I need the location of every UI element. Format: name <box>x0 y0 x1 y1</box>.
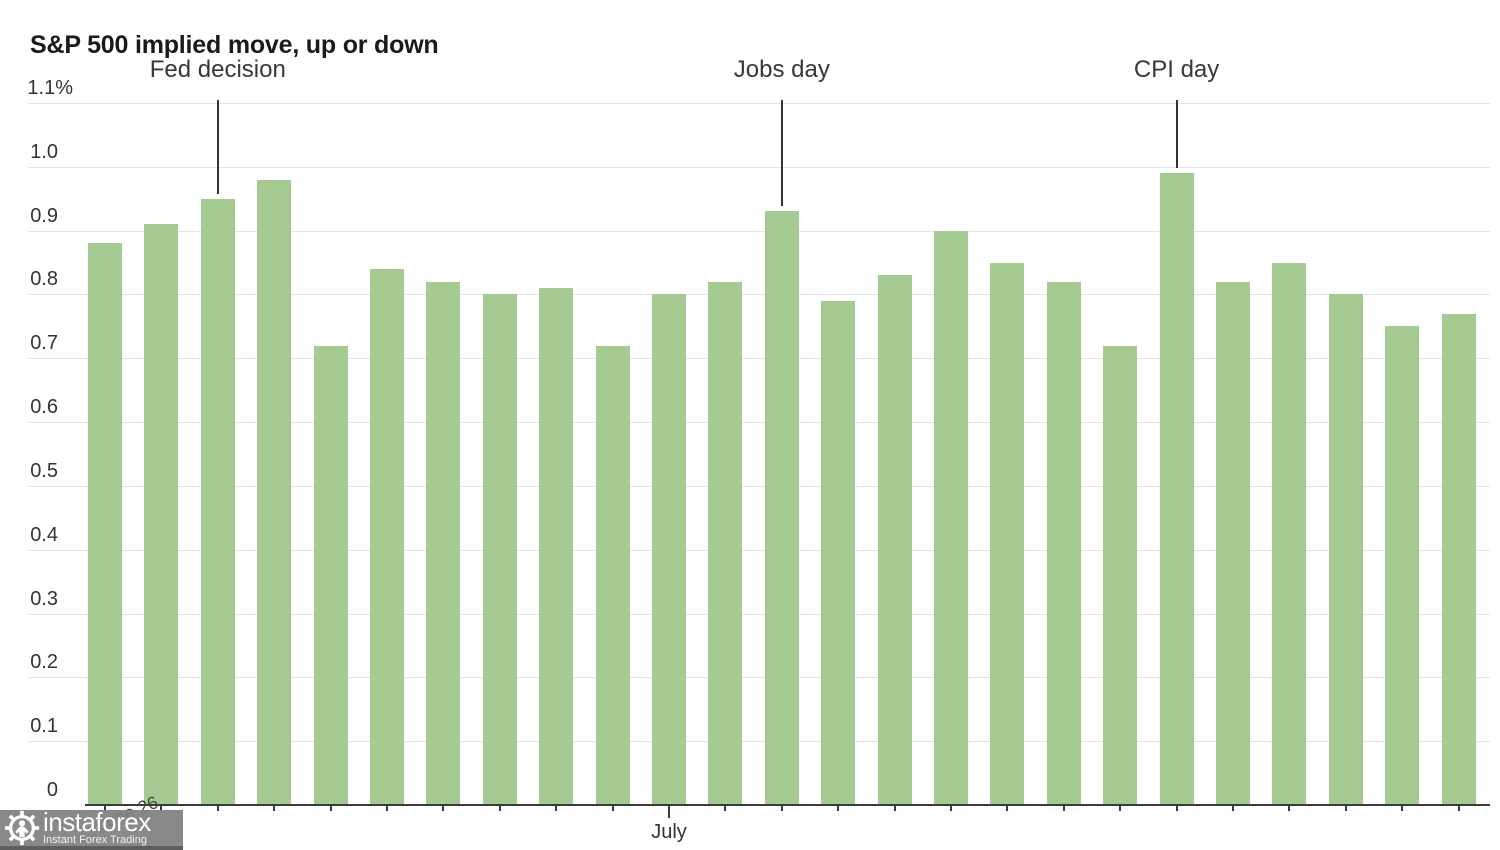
x-axis-tick <box>216 806 219 811</box>
bar <box>934 230 968 805</box>
x-axis-tick <box>1006 806 1009 811</box>
x-axis-tick <box>1401 806 1404 811</box>
x-axis-tick <box>724 806 727 811</box>
y-axis-tick-label: 0.3 <box>30 587 58 610</box>
x-axis-tick <box>498 806 501 811</box>
x-axis-tick <box>611 806 614 811</box>
instaforex-watermark: instaforex Instant Forex Trading <box>0 806 183 850</box>
bar <box>595 345 630 805</box>
x-axis-tick <box>273 806 276 811</box>
y-gridline <box>28 230 1490 232</box>
chart-title: S&P 500 implied move, up or down <box>30 30 439 59</box>
annotation-label: CPI day <box>1133 56 1220 83</box>
x-axis-tick <box>1344 806 1347 811</box>
watermark-tagline-label: Instant Forex Trading <box>43 833 147 846</box>
y-gridline <box>28 549 1490 551</box>
bar <box>1272 262 1307 805</box>
x-axis-tick <box>1232 806 1234 811</box>
bar <box>1385 326 1420 805</box>
y-axis-tick-label: 0 <box>46 779 58 801</box>
bar <box>539 288 574 805</box>
bar <box>764 211 799 805</box>
y-axis-tick-label: 0.5 <box>30 459 58 482</box>
x-axis-tick <box>329 806 332 811</box>
annotation-pointer-line <box>1175 100 1178 169</box>
x-axis-tick <box>160 806 163 811</box>
y-gridline <box>28 422 1490 424</box>
bar <box>370 268 404 805</box>
y-axis-tick-label: 0.8 <box>30 268 58 291</box>
x-axis-tick <box>442 806 445 811</box>
bar <box>652 294 686 805</box>
x-axis-tick <box>1457 806 1460 811</box>
x-axis-month-label: July <box>651 821 687 843</box>
y-gridline <box>28 485 1490 487</box>
y-axis-tick-label: 0.9 <box>30 204 58 227</box>
x-axis-tick <box>1288 806 1291 811</box>
x-axis-tick <box>893 806 896 811</box>
instaforex-gear-logo-icon <box>4 810 40 846</box>
y-axis-tick-label: 1.0 <box>30 140 58 163</box>
bar <box>1103 345 1138 805</box>
bar <box>257 179 292 805</box>
annotation-label: Jobs day <box>733 56 830 83</box>
y-axis-tick-label: 0.1 <box>30 715 58 738</box>
y-gridline <box>28 741 1490 743</box>
bar <box>426 281 461 805</box>
bar <box>88 243 122 805</box>
bar <box>1216 281 1250 805</box>
bar <box>313 345 348 805</box>
x-axis-tick <box>386 806 388 811</box>
annotation-pointer-line <box>216 100 219 194</box>
bar <box>200 198 235 805</box>
bar <box>144 224 179 805</box>
x-axis-tick <box>1175 806 1178 811</box>
y-gridline <box>28 677 1490 679</box>
watermark-brand-label: instaforex <box>43 806 151 837</box>
x-axis-tick <box>780 806 783 811</box>
x-axis-tick <box>104 806 106 811</box>
x-axis-tick <box>950 806 952 811</box>
y-gridline <box>28 166 1490 168</box>
y-axis-tick-label: 0.7 <box>30 332 58 355</box>
bar <box>482 294 517 805</box>
y-axis-tick-label: 0.2 <box>30 651 58 674</box>
x-axis-line <box>85 804 1490 806</box>
bar <box>990 262 1025 805</box>
y-axis-tick-label: 0.6 <box>30 396 58 419</box>
y-gridline <box>28 358 1490 360</box>
y-gridline <box>28 294 1490 296</box>
x-axis-tick <box>555 806 558 811</box>
annotation-pointer-line <box>780 100 783 207</box>
bar <box>1159 173 1194 805</box>
x-axis-tick <box>837 806 840 811</box>
y-axis-tick-label: 0.4 <box>30 523 58 546</box>
bar <box>708 281 743 805</box>
annotation-label: Fed decision <box>149 56 286 83</box>
x-axis-tick <box>1119 806 1122 811</box>
bar <box>1441 313 1476 805</box>
x-axis-tick <box>668 806 670 818</box>
bar <box>1328 294 1363 805</box>
bar <box>821 300 856 805</box>
y-gridline <box>28 103 1490 104</box>
bar <box>1046 281 1081 805</box>
x-axis-tick <box>1062 806 1065 811</box>
y-axis-tick-label: 1.1% <box>27 77 73 99</box>
y-gridline <box>28 613 1490 615</box>
bar <box>877 275 912 805</box>
